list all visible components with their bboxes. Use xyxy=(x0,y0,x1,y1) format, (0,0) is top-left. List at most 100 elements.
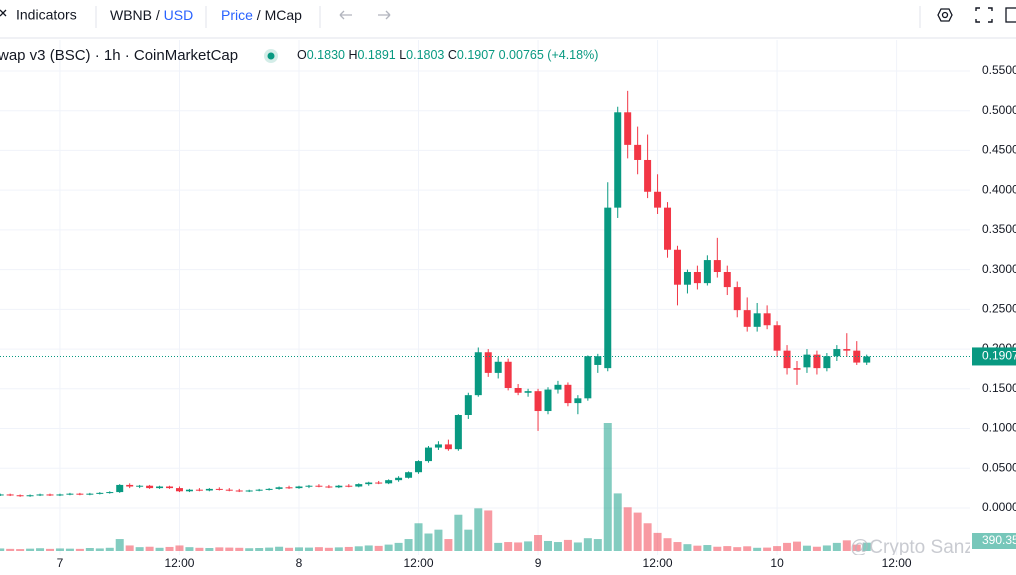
volume-bar xyxy=(802,545,811,551)
volume-bar xyxy=(304,547,313,551)
candle-body xyxy=(444,444,452,450)
volume-bar xyxy=(454,514,463,551)
candle-body xyxy=(166,486,174,489)
candle-body xyxy=(146,485,154,489)
volume-bar xyxy=(175,545,184,551)
volume-bar xyxy=(215,547,224,551)
volume-bar xyxy=(185,547,194,551)
candle-body xyxy=(205,488,213,491)
price-option[interactable]: Price xyxy=(221,7,253,23)
volume-bar xyxy=(275,546,284,551)
candle-body xyxy=(96,492,104,494)
volume-bar xyxy=(713,546,722,551)
volume-bar xyxy=(295,547,303,551)
separator: / xyxy=(257,7,261,23)
candle-body xyxy=(853,350,861,363)
candle-body xyxy=(255,489,263,491)
symbol: WBNB xyxy=(110,7,152,23)
candle-body xyxy=(26,495,34,497)
separator: / xyxy=(156,7,160,23)
volume-bar xyxy=(75,548,84,551)
price-mcap-toggle[interactable]: Price / MCap xyxy=(221,7,302,23)
candle-body xyxy=(544,389,552,412)
settings-icon-center xyxy=(941,11,949,19)
candle-body xyxy=(175,488,183,492)
volume-bar xyxy=(245,548,254,551)
volume-bar xyxy=(593,539,602,551)
volume-bar xyxy=(414,523,423,551)
volume-bar xyxy=(504,542,513,551)
open-key: O xyxy=(297,48,307,62)
change-value: 0.00765 (+4.18%) xyxy=(499,48,599,62)
x-tick-label: 12:00 xyxy=(882,556,912,570)
candle-body xyxy=(823,356,831,369)
x-tick-label: 9 xyxy=(535,556,542,570)
candle-body xyxy=(484,352,492,373)
candle-body xyxy=(126,484,134,487)
high-value: 0.1891 xyxy=(357,48,395,62)
candle-body xyxy=(624,112,632,145)
x-tick-label: 7 xyxy=(57,556,64,570)
candle-body xyxy=(693,271,701,284)
volume-bar xyxy=(195,547,204,551)
volume-bar xyxy=(832,542,841,551)
candle-body xyxy=(454,415,462,450)
candle-body xyxy=(275,487,283,489)
mcap-option[interactable]: MCap xyxy=(265,7,303,23)
x-tick-label: 8 xyxy=(296,556,303,570)
undo-button[interactable] xyxy=(339,10,352,20)
candle-body xyxy=(683,271,691,285)
candle-body xyxy=(504,361,512,388)
volume-bar xyxy=(842,540,851,551)
volume-bar xyxy=(205,548,214,551)
plot-area xyxy=(0,40,970,555)
volume-bar xyxy=(324,547,333,551)
volume-bar xyxy=(623,507,632,551)
fullscreen-button[interactable] xyxy=(975,7,993,23)
candle-body xyxy=(753,313,761,327)
candle-body xyxy=(743,310,751,327)
candle-body xyxy=(634,144,642,160)
axes: 0.00000.05000.10000.15000.20000.25000.30… xyxy=(0,40,1016,570)
y-tick-label: 0.0000 xyxy=(982,500,1016,514)
volume-bar xyxy=(583,538,592,551)
y-tick-label: 0.0500 xyxy=(982,460,1016,474)
y-tick-label: 0.1500 xyxy=(982,381,1016,395)
volume-bar xyxy=(862,542,871,551)
y-tick-label: 0.5500 xyxy=(982,63,1016,77)
candle-body xyxy=(703,260,711,284)
candle-body xyxy=(524,391,532,393)
volume-bar xyxy=(384,544,393,551)
symbol-button[interactable]: WBNB / USD xyxy=(110,7,193,23)
candle-body xyxy=(564,384,572,404)
x-tick-label: 12:00 xyxy=(164,556,194,570)
volume-bar xyxy=(135,547,144,551)
candle-body xyxy=(554,384,562,390)
volume-bar xyxy=(115,539,124,551)
candle-body xyxy=(325,486,333,488)
currency[interactable]: USD xyxy=(164,7,194,23)
indicators-icon[interactable] xyxy=(0,9,7,17)
close-key: C xyxy=(448,48,457,62)
candle-body xyxy=(654,191,662,208)
candle-body xyxy=(385,480,393,484)
volume-label: 390.35 xyxy=(982,533,1016,547)
candle-body xyxy=(315,485,323,487)
volume-bar xyxy=(474,508,483,551)
candle-body xyxy=(235,490,243,492)
redo-button[interactable] xyxy=(378,10,391,20)
volume-bar xyxy=(125,545,134,551)
volume-bar xyxy=(85,548,94,551)
settings-button[interactable] xyxy=(937,8,953,22)
candle-body xyxy=(514,387,522,393)
x-tick-label: 12:00 xyxy=(404,556,434,570)
volume-bar xyxy=(793,541,801,551)
indicators-button[interactable]: Indicators xyxy=(16,7,77,23)
candle-body xyxy=(56,494,64,496)
volume-bar xyxy=(225,547,234,551)
volume-bar xyxy=(653,532,662,551)
snapshot-button[interactable] xyxy=(1005,7,1016,23)
candle-body xyxy=(773,325,781,351)
